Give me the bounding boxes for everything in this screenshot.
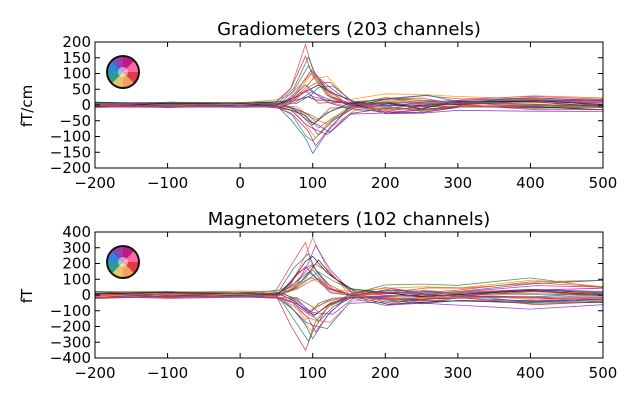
magnetometers-channel-trace [94,295,604,330]
gradiometers-y-tick-label: 50 [72,80,91,98]
gradiometers-y-tick-label: −200 [50,159,91,177]
magnetometers-title: Magnetometers (102 channels) [208,209,491,230]
gradiometers-y-tick-label: −100 [50,128,91,146]
magnetometers-x-tick-label: 300 [444,364,473,382]
magnetometers-channel-trace [94,255,604,297]
magnetometers-panel: Magnetometers (102 channels) fT −400−300… [18,209,617,382]
gradiometers-y-tick-label: −150 [50,143,91,161]
magnetometers-y-tick-label: 200 [62,255,91,273]
gradiometers-x-tick-label: −100 [147,174,188,192]
magnetometers-x-tick-label: −200 [74,364,115,382]
magnetometers-x-tick-label: −100 [147,364,188,382]
gradiometers-x-ticks: −200 −100 0 100 200 300 400 500 [74,42,617,192]
gradiometers-channel-trace [94,70,604,110]
magnetometers-x-ticks: −200 −100 0 100 200 300 400 500 [74,232,617,382]
magnetometers-channel-trace [94,292,604,313]
gradiometers-panel: Gradiometers (203 channels) fT/cm −200−1… [18,19,617,192]
magnetometers-y-tick-label: −300 [50,333,91,351]
magnetometers-y-tick-label: 100 [62,270,91,288]
gradiometers-y-tick-label: 150 [62,49,91,67]
gradiometers-y-axis-label: fT/cm [18,85,36,127]
magnetometers-y-tick-label: −100 [50,302,91,320]
gradiometers-channel-trace [94,91,604,108]
gradiometers-x-tick-label: −200 [74,174,115,192]
magnetometers-y-axis-label: fT [18,288,36,303]
magnetometers-channel-trace [94,292,604,321]
gradiometers-y-tick-label: 0 [81,96,91,114]
gradiometers-x-tick-label: 300 [444,174,473,192]
magnetometers-x-tick-label: 200 [371,364,400,382]
magnetometers-axes-frame [94,231,604,359]
magnetometers-traces [94,236,604,352]
magnetometers-channel-trace [94,294,604,315]
magnetometers-x-tick-label: 500 [589,364,618,382]
magnetometers-sensor-layout-icon [106,245,140,279]
gradiometers-y-tick-label: 100 [62,65,91,83]
gradiometers-x-tick-label: 400 [516,174,545,192]
magnetometers-y-tick-label: 400 [62,223,91,241]
gradiometers-x-tick-label: 500 [589,174,618,192]
gradiometers-x-tick-label: 100 [298,174,327,192]
gradiometers-x-tick-label: 0 [235,174,245,192]
gradiometers-y-tick-label: 200 [62,33,91,51]
magnetometers-head-center [118,257,128,267]
magnetometers-x-tick-label: 100 [298,364,327,382]
magnetometers-channel-trace [94,271,604,297]
magnetometers-channel-trace [94,252,604,297]
magnetometers-x-tick-label: 0 [235,364,245,382]
gradiometers-title: Gradiometers (203 channels) [217,19,481,40]
gradiometers-axes-frame [94,41,604,169]
gradiometers-y-tick-label: −50 [59,112,91,130]
gradiometers-x-tick-label: 200 [371,174,400,192]
gradiometers-traces [94,43,604,155]
magnetometers-y-tick-label: −400 [50,349,91,367]
magnetometers-y-tick-label: 300 [62,239,91,257]
magnetometers-y-tick-label: −200 [50,318,91,336]
magnetometers-x-tick-label: 400 [516,364,545,382]
gradiometers-head-center [118,67,128,77]
magnetometers-y-tick-label: 0 [81,286,91,304]
gradiometers-sensor-layout-icon [106,55,140,89]
